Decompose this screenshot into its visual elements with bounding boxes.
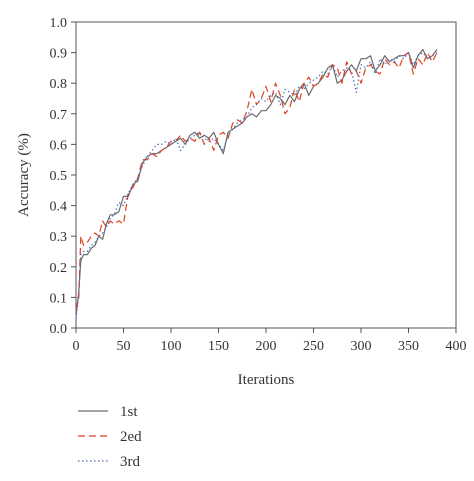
legend: 1st 2ed 3rd — [78, 404, 142, 470]
y-tick-label: 0.2 — [50, 261, 68, 276]
x-axis-ticks: 0 50 100 150 200 250 300 350 400 — [73, 328, 467, 354]
y-tick-label: 0.6 — [50, 138, 68, 153]
series-layer — [75, 48, 438, 319]
x-tick-label: 250 — [303, 339, 324, 354]
x-axis-title: Iterations — [238, 372, 295, 388]
x-tick-label: 200 — [256, 339, 277, 354]
legend-label-1st: 1st — [120, 404, 138, 420]
x-tick-label: 50 — [117, 339, 131, 354]
x-tick-label: 100 — [161, 339, 182, 354]
y-tick-label: 0.7 — [50, 108, 68, 123]
y-tick-label: 0.4 — [50, 200, 68, 215]
y-tick-label: 0.9 — [50, 47, 68, 62]
y-axis-title: Accuracy (%) — [16, 133, 32, 217]
y-tick-label: 0.8 — [50, 77, 68, 92]
y-tick-label: 1.0 — [50, 16, 68, 31]
x-tick-label: 400 — [446, 339, 467, 354]
legend-label-3rd: 3rd — [120, 454, 140, 470]
x-tick-label: 300 — [351, 339, 372, 354]
x-tick-label: 150 — [208, 339, 229, 354]
y-tick-label: 0.3 — [50, 230, 68, 245]
y-tick-label: 0.1 — [50, 291, 68, 306]
series-line-3rd — [75, 51, 438, 319]
y-axis-ticks: 0.0 0.1 0.2 0.3 0.4 0.5 0.6 0.7 0.8 0.9 1.0 — [50, 16, 76, 337]
y-tick-label: 0.0 — [50, 322, 68, 337]
y-tick-label: 0.5 — [50, 169, 68, 184]
legend-label-2ed: 2ed — [120, 429, 142, 445]
series-line-2ed — [75, 51, 438, 310]
x-tick-label: 0 — [73, 339, 80, 354]
series-line-1st — [75, 48, 438, 316]
x-tick-label: 350 — [398, 339, 419, 354]
